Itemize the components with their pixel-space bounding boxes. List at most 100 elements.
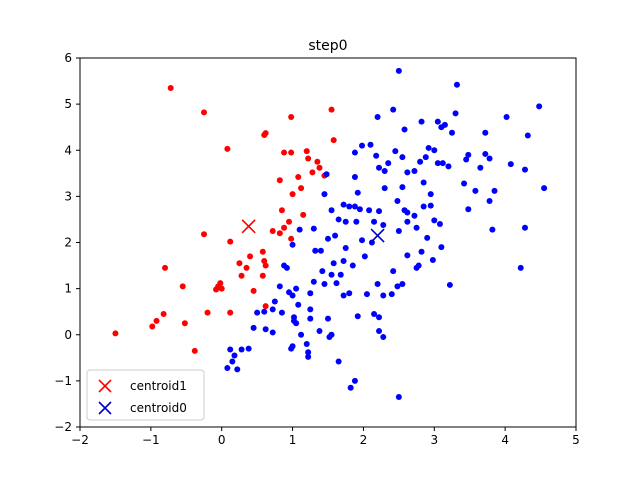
data-point [452,110,459,117]
data-point [439,160,446,167]
data-point [374,114,381,121]
data-point [536,103,543,110]
points-layer [112,67,548,401]
data-point [411,168,418,175]
data-point [309,169,316,176]
data-point [418,118,425,125]
data-point [312,247,319,254]
data-point [335,216,342,223]
data-point [395,227,402,234]
data-point [269,306,276,313]
x-tick-label: 2 [360,433,368,447]
data-point [293,285,300,292]
data-point [305,349,312,356]
data-point [541,185,548,192]
data-point [296,226,303,233]
data-point [465,206,472,213]
data-point [376,208,383,215]
data-point [399,281,406,288]
data-point [446,281,453,288]
data-point [328,207,335,214]
data-point [434,118,441,125]
data-point [445,163,452,170]
data-point [227,238,234,245]
data-point [262,303,269,310]
data-point [335,358,342,365]
x-tick-label: 3 [430,433,438,447]
data-point [340,292,347,299]
data-point [295,301,302,308]
data-point [388,291,395,298]
data-point [330,137,337,144]
centroid0-marker [370,228,385,243]
data-point [376,164,383,171]
data-point [380,334,387,341]
data-point [333,280,340,287]
data-point [250,287,257,294]
data-point [371,218,378,225]
data-point [238,346,245,353]
data-point [347,384,354,391]
data-point [310,225,317,232]
data-point [376,328,383,335]
y-tick-label: 2 [64,236,72,250]
x-tick-label: 4 [501,433,509,447]
data-point [427,202,434,209]
data-point [477,164,484,171]
data-point [328,106,335,113]
x-tick-label: 0 [218,433,226,447]
data-point [276,230,283,237]
data-point [229,358,236,365]
data-point [317,247,324,254]
data-point [465,151,472,158]
data-point [425,144,432,151]
data-point [404,218,411,225]
y-tick-label: 3 [64,189,72,203]
data-point [149,323,156,330]
data-point [310,278,317,285]
data-point [441,121,448,128]
data-point [316,164,323,171]
data-point [376,314,383,321]
data-point [181,320,188,327]
data-point [288,235,295,242]
data-point [332,232,339,239]
data-point [351,377,358,384]
data-point [328,331,335,338]
data-point [330,260,337,267]
chart-title: step0 [308,38,347,54]
data-point [224,364,231,371]
data-point [254,309,261,316]
data-point [482,129,489,136]
data-point [411,212,418,219]
data-point [395,394,402,401]
legend: centroid1 centroid0 [86,369,205,421]
data-point [429,257,436,264]
data-point [342,245,349,252]
data-point [486,155,493,162]
y-axis-ticks: −2 −1 0 1 2 3 4 5 6 [54,51,80,434]
data-point [366,207,373,214]
data-point [399,184,406,191]
data-point [351,174,358,180]
data-point [404,209,411,216]
data-point [323,171,330,178]
data-point [449,129,455,136]
data-point [390,268,397,275]
data-point [427,191,434,198]
data-point [191,347,198,354]
data-point [259,248,266,255]
data-point [112,330,119,337]
data-point [349,262,356,269]
legend-box [86,369,205,421]
data-point [337,271,344,278]
y-tick-label: 6 [64,51,72,65]
data-point [486,197,493,204]
data-point [354,313,361,320]
data-point [394,197,401,204]
data-point [276,177,283,184]
data-point [321,191,328,198]
data-point [482,150,489,157]
data-point [298,185,305,192]
